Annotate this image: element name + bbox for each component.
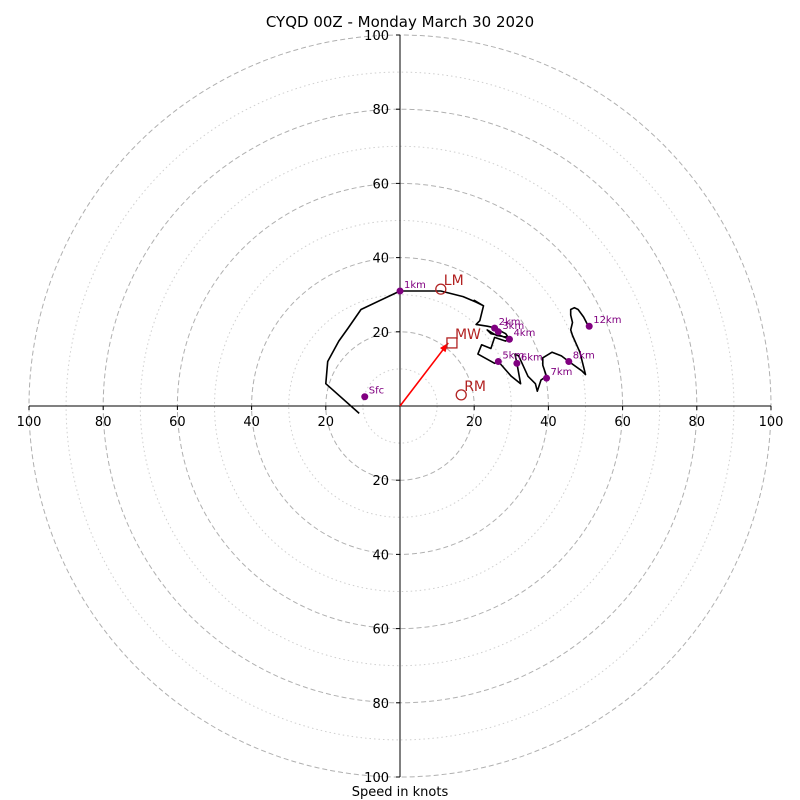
x-tick-label: 40	[243, 415, 260, 430]
height-point	[565, 357, 573, 365]
height-point	[361, 393, 369, 401]
chart-title: CYQD 00Z - Monday March 30 2020	[266, 13, 534, 31]
y-tick-label: 40	[372, 252, 389, 267]
height-point	[505, 335, 513, 343]
mw-marker	[446, 337, 458, 349]
y-tick-label: 20	[372, 474, 389, 489]
height-label: 1km	[404, 280, 426, 291]
height-label: 6km	[521, 352, 543, 363]
y-tick-label: 80	[372, 697, 389, 712]
axes: 100 80 60 40 20 20 40 60 80 100 100 80 60 40 20 20 40 60 8…	[17, 29, 784, 786]
lm-marker	[435, 283, 447, 295]
mean-wind-arrowhead	[440, 342, 449, 353]
y-tick-label: 100	[364, 771, 389, 786]
x-tick-label: 60	[169, 415, 186, 430]
height-label: 8km	[573, 350, 595, 361]
height-point	[396, 287, 404, 295]
x-tick-label: 40	[540, 415, 557, 430]
height-label: 5km	[502, 350, 524, 361]
y-tick-label: 60	[372, 623, 389, 638]
height-label: Sfc	[369, 386, 384, 397]
height-label: 7km	[551, 367, 573, 378]
x-tick-label: 20	[466, 415, 483, 430]
height-label: 2km	[499, 317, 521, 328]
x-tick-label: 100	[17, 415, 42, 430]
mean-wind-arrow	[399, 342, 449, 407]
x-axis-label: Speed in knots	[352, 785, 449, 800]
mw-label: MW	[455, 327, 481, 343]
storm-motion-markers: LM MW RM	[435, 273, 486, 401]
y-tick-label: 40	[372, 548, 389, 563]
y-tick-label: 60	[372, 177, 389, 192]
height-label: 4km	[513, 328, 535, 339]
hodograph-trace	[324, 290, 589, 414]
height-point	[543, 374, 551, 382]
x-tick-label: 80	[95, 415, 112, 430]
x-tick-label: 100	[759, 415, 784, 430]
height-label: 3km	[502, 321, 524, 332]
rm-marker	[455, 389, 467, 401]
hodograph-trace-group	[324, 290, 589, 414]
height-point	[494, 357, 502, 365]
x-tick-label: 60	[614, 415, 631, 430]
x-tick-label: 80	[689, 415, 706, 430]
rm-label: RM	[464, 379, 486, 395]
height-point	[513, 359, 521, 367]
y-tick-label: 20	[372, 326, 389, 341]
height-point	[585, 322, 593, 330]
y-tick-label: 80	[372, 103, 389, 118]
y-tick-label: 100	[364, 29, 389, 44]
height-label: 12km	[593, 315, 621, 326]
x-tick-label: 20	[318, 415, 335, 430]
lm-label: LM	[444, 273, 464, 289]
height-point	[494, 328, 502, 336]
